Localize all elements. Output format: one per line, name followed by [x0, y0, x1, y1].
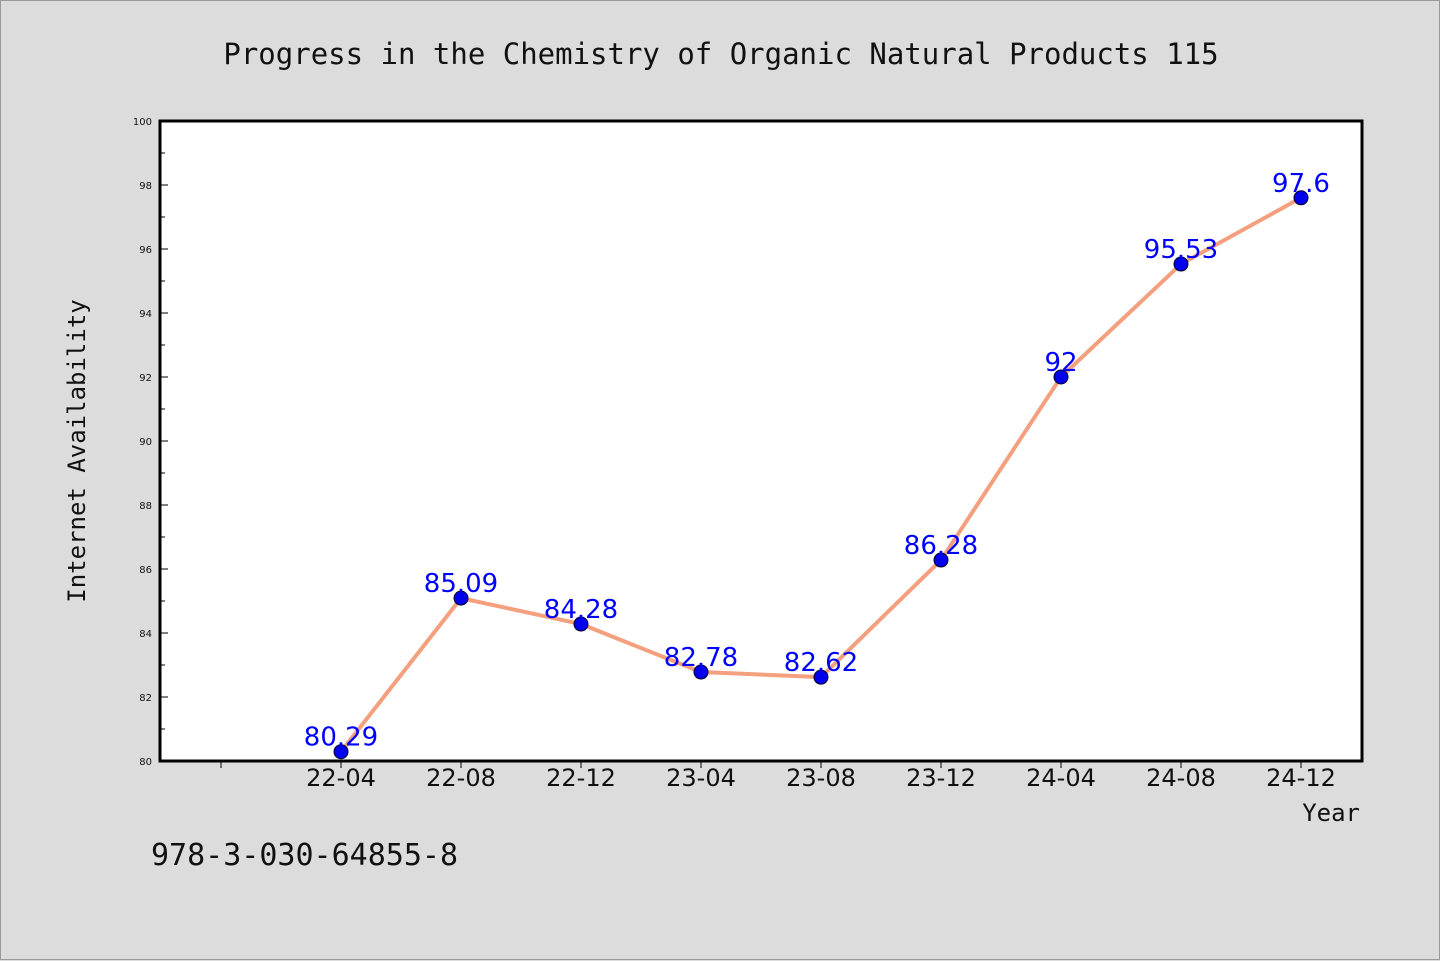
y-tick-label: 86: [139, 565, 152, 576]
x-tick-label: 24-04: [1026, 764, 1096, 792]
x-tick-label: 22-04: [306, 764, 376, 792]
x-axis: 22-04 22-08 22-12 23-04 23-08 23-12 24-04 24-08…: [220, 761, 1336, 792]
data-label: 86.28: [904, 531, 978, 561]
y-tick-label: 80: [139, 757, 152, 768]
x-tick-label: 24-08: [1146, 764, 1216, 792]
series-group: [333, 190, 1309, 760]
data-point: [1173, 256, 1189, 272]
y-tick-label: 88: [139, 501, 152, 512]
plot-area: [158, 119, 1364, 763]
data-label: 85.09: [424, 569, 498, 599]
y-tick-label: 90: [139, 437, 152, 448]
y-tick-label: 92: [139, 373, 152, 384]
data-label: 95.53: [1144, 235, 1218, 265]
isbn-annotation: 978-3-030-64855-8: [151, 838, 458, 873]
data-point: [693, 664, 709, 680]
y-tick-label: 96: [139, 245, 152, 256]
data-point: [813, 669, 829, 685]
data-label: 92: [1044, 348, 1077, 378]
data-label: 82.78: [664, 643, 738, 673]
x-tick-label: 24-12: [1266, 764, 1336, 792]
y-tick-label: 82: [139, 693, 152, 704]
data-point: [573, 616, 589, 632]
x-axis-label: Year: [1302, 799, 1360, 827]
x-tick-label: 23-12: [906, 764, 976, 792]
data-point: [333, 744, 349, 760]
y-axis-label: Internet Availability: [63, 299, 91, 602]
x-tick-label: 22-08: [426, 764, 496, 792]
x-tick-label: 22-12: [546, 764, 616, 792]
y-tick-label: 98: [139, 181, 152, 192]
data-label: 97.6: [1272, 169, 1330, 199]
y-tick-label: 84: [139, 629, 152, 640]
data-point: [453, 590, 469, 606]
data-labels: 80.29 85.09 84.28 82.78 82.62 86.28 92 95.53 97.…: [304, 169, 1330, 753]
chart-title: Progress in the Chemistry of Organic Nat…: [223, 37, 1218, 71]
x-tick-label: 23-04: [666, 764, 736, 792]
data-label: 80.29: [304, 723, 378, 753]
data-point: [1053, 369, 1069, 385]
data-point: [933, 552, 949, 568]
y-tick-label: 94: [139, 309, 152, 320]
y-tick-label: 100: [133, 117, 152, 128]
x-tick-label: 23-08: [786, 764, 856, 792]
y-axis: 80 82 84 86 88 90 92 94 96 98 100: [133, 117, 168, 768]
data-label: 84.28: [544, 595, 618, 625]
data-point: [1293, 190, 1309, 206]
data-label: 82.62: [784, 648, 858, 678]
